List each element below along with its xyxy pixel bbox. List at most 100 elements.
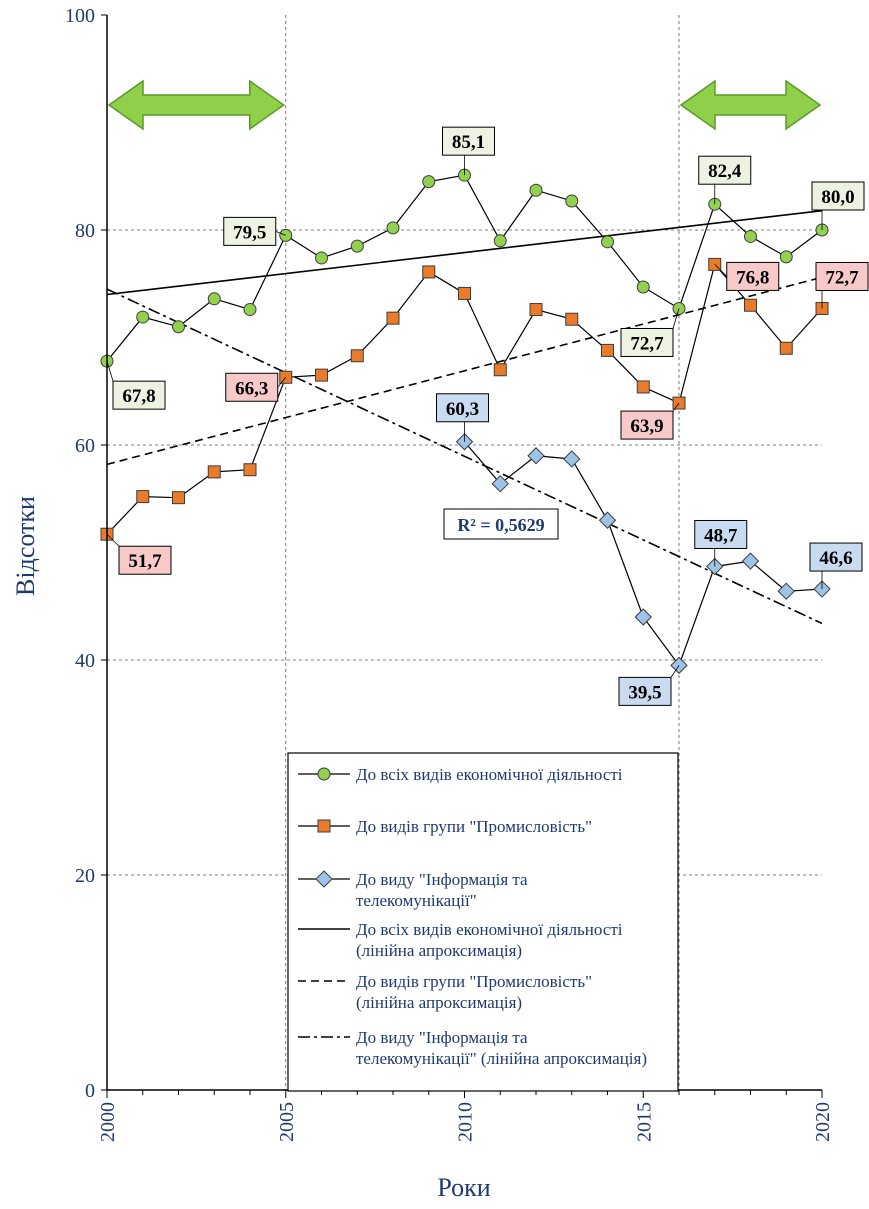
legend-box <box>287 752 679 1092</box>
data-label: 72,7 <box>630 333 664 354</box>
data-point <box>243 303 257 317</box>
y-tick-label: 100 <box>65 5 95 27</box>
legend-entry: До видів групи "Промисловість" <box>356 817 592 836</box>
data-point <box>458 286 471 300</box>
data-label-box <box>112 380 166 410</box>
label-leader <box>275 231 286 236</box>
r-squared-box <box>443 508 559 540</box>
data-labels: 67,8 79,5 85,1 72,7 82,4 80,0 51,7 66,3 63,9 76,8… <box>106 126 869 706</box>
y-tick-label: 60 <box>75 435 95 457</box>
y-tick-label: 80 <box>75 220 95 242</box>
legend-entry: телекомунікації" (лінійна апроксимація) <box>356 1049 647 1068</box>
double-arrow <box>679 79 822 131</box>
data-point <box>634 608 652 626</box>
data-point <box>493 363 507 377</box>
trendline-dashdot <box>106 288 823 625</box>
legend-entry: До виду "Інформація та <box>356 1028 528 1047</box>
y-tick-label: 0 <box>85 1080 95 1102</box>
data-point <box>777 582 795 600</box>
data-point <box>315 251 328 265</box>
data-point <box>350 239 364 253</box>
data-point <box>350 349 364 363</box>
label-leader <box>670 665 680 678</box>
legend-entry: До видів групи "Промисловість" <box>356 972 592 991</box>
data-point <box>386 221 400 235</box>
label-leader <box>106 533 120 547</box>
r-squared-label: R² = 0,5629 <box>457 515 544 535</box>
data-point <box>529 183 543 197</box>
legend-marker <box>315 870 333 888</box>
data-label: 48,7 <box>704 525 738 546</box>
data-label: 72,7 <box>825 267 859 288</box>
legend-marker <box>317 819 331 833</box>
data-label-box <box>223 216 277 246</box>
grid-lines <box>107 15 822 1090</box>
data-point <box>315 368 328 382</box>
data-point <box>744 229 757 243</box>
legend-entry: телекомунікації" <box>356 891 477 910</box>
x-tick-label: 2000 <box>97 1102 119 1142</box>
label-leader <box>672 308 680 329</box>
data-label-box <box>620 410 674 440</box>
trendline-solid <box>106 209 823 296</box>
data-label-box <box>809 542 863 572</box>
data-label-box <box>118 545 172 575</box>
data-label: 63,9 <box>630 416 663 437</box>
data-point <box>422 175 436 189</box>
axes: 0 20 40 60 80 100 2000 2005 2010 2015 2020 <box>65 5 834 1142</box>
data-label-box <box>620 327 674 357</box>
y-tick-label: 40 <box>75 650 95 672</box>
series-line-2 <box>464 441 823 667</box>
data-label-box <box>694 519 748 549</box>
legend: До всіх видів економічної діяльності До в… <box>287 752 679 1092</box>
label-leader <box>672 402 680 412</box>
data-point <box>636 280 650 294</box>
data-point <box>779 250 793 264</box>
data-point <box>529 303 543 317</box>
data-point <box>741 552 760 570</box>
data-point <box>172 320 185 334</box>
data-label-box <box>225 372 279 402</box>
x-tick-label: 2020 <box>812 1102 834 1142</box>
legend-entry: До виду "Інформація та <box>356 870 528 889</box>
y-axis-title: Відсотки <box>11 496 40 596</box>
data-point <box>636 380 650 394</box>
data-label: 76,8 <box>736 267 769 288</box>
data-point <box>601 343 614 357</box>
data-point <box>386 311 400 325</box>
data-label-box <box>811 181 865 211</box>
data-point <box>601 235 614 249</box>
data-point <box>422 265 436 279</box>
x-axis-title: Роки <box>437 1173 490 1202</box>
legend-entry: (лінійна апроксимація) <box>356 993 522 1012</box>
double-arrow <box>107 79 286 131</box>
legend-entry: До всіх видів економічної діяльності <box>356 765 623 784</box>
data-point <box>243 463 257 477</box>
data-label: 85,1 <box>452 132 485 153</box>
data-point <box>779 341 793 355</box>
data-label: 39,5 <box>628 682 661 703</box>
data-label: 67,8 <box>122 386 155 407</box>
data-label: 51,7 <box>128 551 162 572</box>
data-point <box>136 310 150 324</box>
data-point <box>563 450 581 468</box>
data-label-box <box>698 155 752 185</box>
data-label: 80,0 <box>821 187 854 208</box>
data-point <box>598 511 617 529</box>
label-leader <box>277 377 287 388</box>
data-point <box>565 194 579 208</box>
data-point <box>565 312 579 326</box>
x-tick-label: 2015 <box>633 1102 655 1142</box>
data-point <box>172 491 185 505</box>
data-point <box>207 465 221 479</box>
data-label-box <box>618 676 672 706</box>
data-label: 60,3 <box>446 399 479 420</box>
data-label: 66,3 <box>235 378 268 399</box>
data-point <box>493 234 507 248</box>
data-label-box <box>436 393 489 423</box>
highlight-arrows <box>107 79 822 131</box>
legend-entry: До всіх видів економічної діяльності <box>356 920 623 939</box>
data-point <box>491 474 509 493</box>
x-tick-label: 2010 <box>455 1102 477 1142</box>
